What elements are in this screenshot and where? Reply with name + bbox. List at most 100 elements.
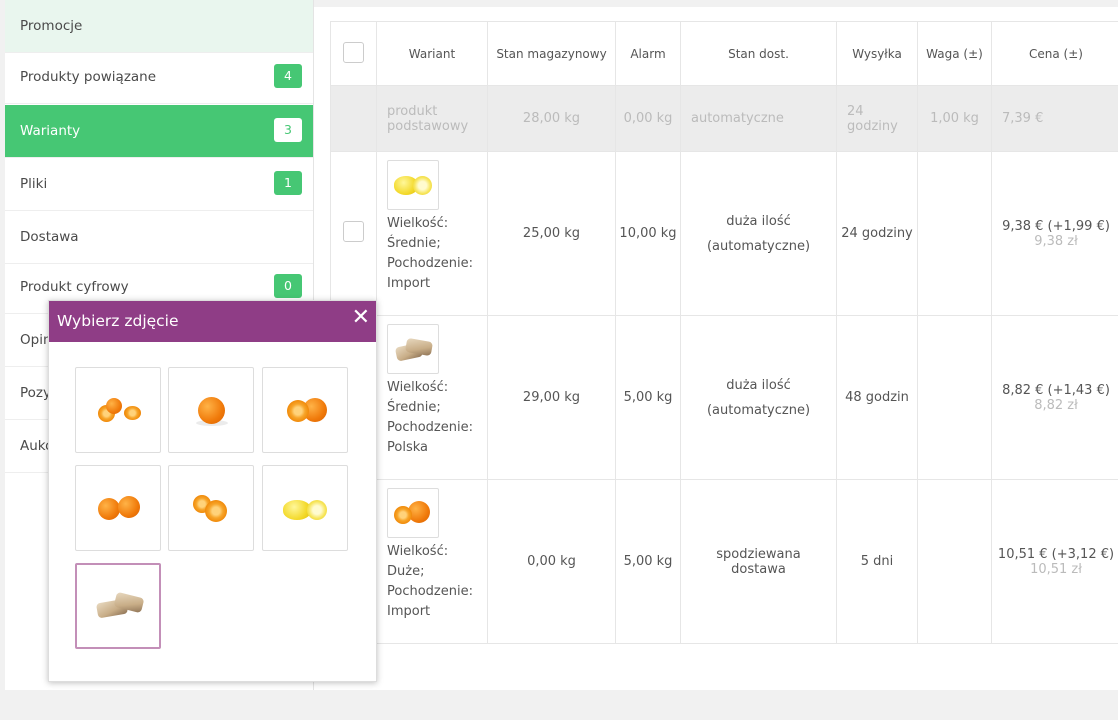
column-header-stock[interactable]: Stan magazynowy (487, 21, 616, 86)
variant-desc-line: Wielkość: (387, 544, 449, 559)
orange-thumbnail-icon[interactable] (387, 488, 439, 538)
lemon-shape (394, 176, 418, 195)
lemon-half-shape (307, 500, 327, 520)
column-header-availability[interactable]: Stan dost. (680, 21, 837, 86)
availability-line: (automatyczne) (706, 238, 811, 254)
sidebar-item-dostawa[interactable]: Dostawa (5, 211, 313, 264)
sidebar-item-label: Pliki (20, 176, 48, 192)
base-shipping-cell: 24 godziny (836, 85, 918, 152)
image-option-lemon-halves-icon[interactable] (262, 465, 348, 551)
base-price-cell: 7,39 € (991, 85, 1118, 152)
variant-desc-line: Import (387, 276, 431, 291)
base-variant-cell: produkt podstawowy (376, 85, 488, 152)
orange-shape (98, 498, 120, 520)
sidebar-item-label: Produkty powiązane (20, 69, 157, 85)
select-all-cell (330, 21, 377, 86)
price-eur: 9,38 € (+1,99 €) (1002, 218, 1110, 234)
variant-cell: Wielkość: Średnie; Pochodzenie: Polska (376, 315, 488, 480)
base-empty-cell (330, 85, 377, 152)
bread-thumbnail-icon[interactable] (387, 324, 439, 374)
availability-line: dostawa (731, 561, 786, 577)
top-strip (314, 0, 1118, 7)
stock-cell: 29,00 kg (487, 315, 616, 480)
stock-cell: 25,00 kg (487, 151, 616, 316)
variant-desc-line: Polska (387, 440, 428, 455)
orange-shape (118, 496, 140, 518)
count-badge: 1 (274, 171, 302, 195)
sidebar-item-label: Pozy (20, 385, 51, 401)
sidebar-item-produkty-powiazane[interactable]: Produkty powiązane 4 (5, 51, 313, 104)
column-header-variant[interactable]: Wariant (376, 21, 488, 86)
sidebar-item-label: Dostawa (20, 229, 79, 245)
image-option-oranges-cut-icon[interactable] (75, 367, 161, 453)
stock-cell: 0,00 kg (487, 479, 616, 644)
sidebar-item-label: Auko (20, 438, 54, 454)
image-option-orange-halves-icon[interactable] (262, 367, 348, 453)
availability-cell: duża ilość (automatyczne) (680, 151, 837, 316)
sidebar-item-warianty[interactable]: Warianty 3 (5, 105, 313, 158)
table-row[interactable]: Wielkość: Średnie; Pochodzenie: Import 2… (330, 151, 1118, 316)
base-availability-cell: automatyczne (680, 85, 837, 152)
row-checkbox-cell (330, 151, 377, 316)
shipping-cell: 24 godziny (836, 151, 918, 316)
variant-desc-line: Wielkość: (387, 216, 449, 231)
variant-desc-line: Pochodzenie: (387, 420, 473, 435)
orange-half-shape (205, 500, 227, 522)
price-pln: 9,38 zł (1034, 233, 1078, 249)
variant-desc-line: Pochodzenie: (387, 584, 473, 599)
variant-desc-line: Import (387, 604, 431, 619)
column-header-price[interactable]: Cena (±) (991, 21, 1118, 86)
alarm-cell: 5,00 kg (615, 479, 681, 644)
price-pln: 10,51 zł (1030, 561, 1082, 577)
column-header-shipping[interactable]: Wysyłka (836, 21, 918, 86)
sidebar-item-label: Warianty (20, 123, 81, 139)
image-option-bread-slices-icon[interactable] (75, 563, 161, 649)
choose-image-dialog: Wybierz zdjęcie ✕ (48, 300, 377, 682)
availability-line: spodziewana (716, 546, 801, 562)
price-cell: 10,51 € (+3,12 €) 10,51 zł (991, 479, 1118, 644)
orange-shape (408, 501, 430, 523)
sidebar-item-label: Opin (20, 332, 52, 348)
count-badge: 4 (274, 64, 302, 88)
sidebar-item-pliki[interactable]: Pliki 1 (5, 158, 313, 211)
orange-half-shape (287, 400, 309, 422)
column-header-weight[interactable]: Waga (±) (917, 21, 992, 86)
row-checkbox[interactable] (343, 221, 364, 242)
orange-half-shape (394, 506, 412, 524)
price-cell: 9,38 € (+1,99 €) 9,38 zł (991, 151, 1118, 316)
column-header-alarm[interactable]: Alarm (615, 21, 681, 86)
lemon-shape (283, 500, 311, 520)
availability-line: duża ilość (726, 377, 791, 393)
table-header-row: Wariant Stan magazynowy Alarm Stan dost.… (330, 21, 1118, 86)
availability-line: duża ilość (726, 213, 791, 229)
close-icon[interactable]: ✕ (351, 305, 370, 330)
orange-shape (198, 397, 225, 424)
image-option-orange-whole-icon[interactable] (168, 367, 254, 453)
variants-table: Wariant Stan magazynowy Alarm Stan dost.… (330, 21, 1118, 644)
dialog-title: Wybierz zdjęcie (57, 312, 179, 330)
table-row[interactable]: Wielkość: Średnie; Pochodzenie: Polska 2… (330, 315, 1118, 480)
availability-cell: duża ilość (automatyczne) (680, 315, 837, 480)
sidebar-item-promocje[interactable]: Promocje (5, 0, 313, 53)
variant-desc-line: Pochodzenie: (387, 256, 473, 271)
select-all-checkbox[interactable] (343, 41, 364, 63)
image-option-oranges-pair-icon[interactable] (75, 465, 161, 551)
orange-half-shape (124, 406, 141, 420)
shipping-cell: 5 dni (836, 479, 918, 644)
lemon-half-shape (413, 176, 432, 195)
variants-panel: Wariant Stan magazynowy Alarm Stan dost.… (314, 7, 1118, 690)
alarm-cell: 5,00 kg (615, 315, 681, 480)
table-row[interactable]: Wielkość: Duże; Pochodzenie: Import 0,00… (330, 479, 1118, 644)
weight-cell (917, 151, 992, 316)
availability-cell: spodziewana dostawa (680, 479, 837, 644)
image-option-orange-slices-icon[interactable] (168, 465, 254, 551)
price-pln: 8,82 zł (1034, 397, 1078, 413)
price-cell: 8,82 € (+1,43 €) 8,82 zł (991, 315, 1118, 480)
orange-shape (106, 398, 122, 414)
price-eur: 8,82 € (+1,43 €) (1002, 382, 1110, 398)
variant-desc-line: Duże; (387, 564, 425, 579)
weight-cell (917, 315, 992, 480)
count-badge: 3 (274, 118, 302, 142)
lemon-thumbnail-icon[interactable] (387, 160, 439, 210)
